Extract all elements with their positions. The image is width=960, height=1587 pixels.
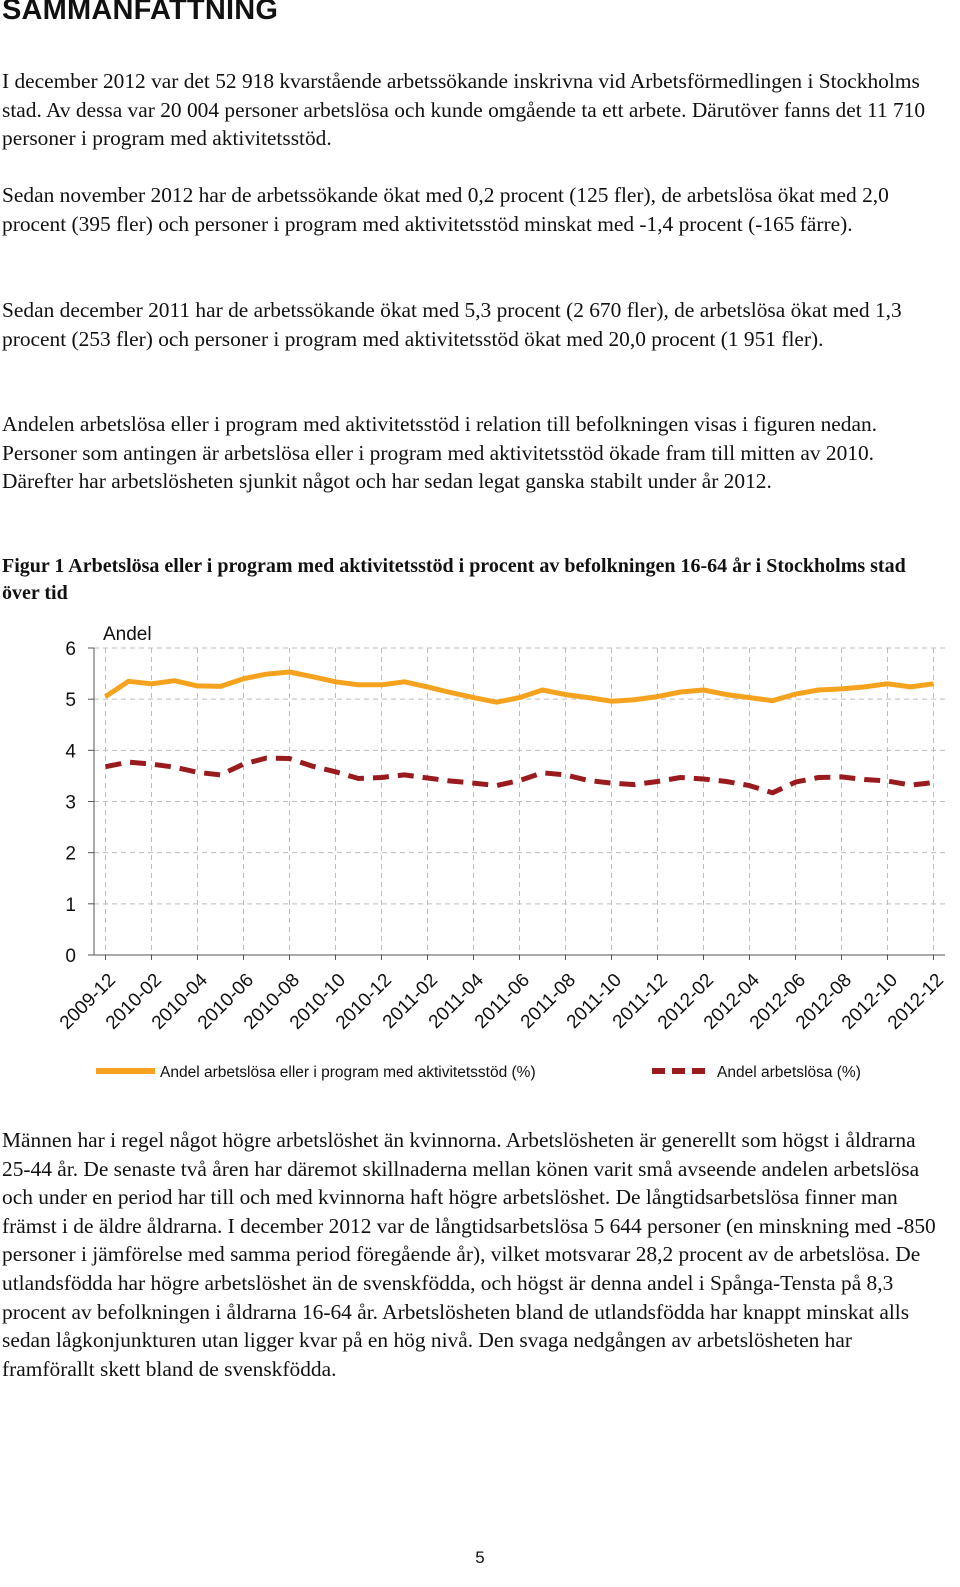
legend-label-unemployed: Andel arbetslösa (%) [717,1064,861,1081]
summary-paragraph-3: Sedan december 2011 har de arbetssökande… [2,298,902,351]
y-tick-label: 5 [65,690,76,711]
y-tick-label: 0 [65,946,76,967]
y-tick-label: 4 [65,741,76,762]
y-tick-label: 2 [65,844,76,865]
legend-label-program: Andel arbetslösa eller i program med akt… [160,1064,536,1081]
y-tick-label: 6 [65,639,76,660]
summary-paragraph-5: Männen har i regel något högre arbetslös… [2,1128,936,1381]
figure-title: Figur 1 Arbetslösa eller i program med a… [2,555,906,604]
summary-paragraph-4: Andelen arbetslösa eller i program med a… [2,412,878,494]
y-axis-label: Andel [103,624,152,645]
series-line-unemployed [105,755,934,796]
page-number: 5 [475,1548,485,1567]
y-tick-label: 1 [65,895,76,916]
summary-paragraph-1: I december 2012 var det 52 918 kvarståen… [2,69,926,151]
summary-paragraph-2: Sedan november 2012 har de arbetssökande… [2,183,889,236]
y-tick-label: 3 [65,793,76,814]
series-line-program [104,669,934,705]
page-heading: SAMMANFATTNING [2,0,279,26]
